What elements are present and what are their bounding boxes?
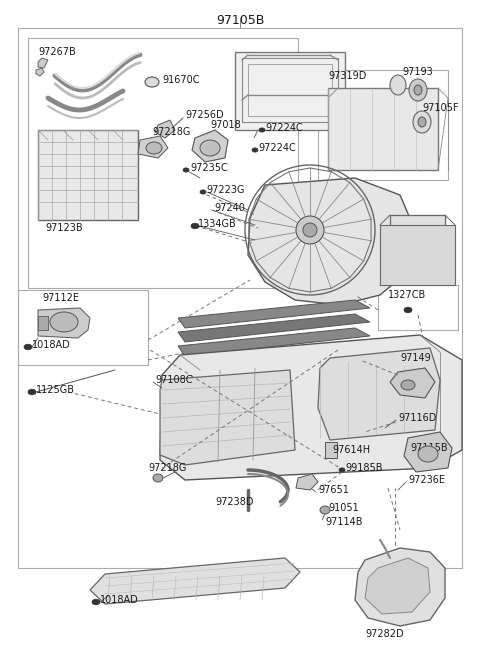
Bar <box>390 215 445 275</box>
Text: 97282D: 97282D <box>366 629 404 639</box>
Ellipse shape <box>418 446 438 462</box>
Text: 97018: 97018 <box>210 120 241 130</box>
Text: 97114B: 97114B <box>325 517 362 527</box>
Text: 1125GB: 1125GB <box>36 385 75 395</box>
Ellipse shape <box>92 599 100 605</box>
Text: 97115B: 97115B <box>410 443 448 453</box>
Ellipse shape <box>259 128 265 132</box>
Text: 97224C: 97224C <box>258 143 296 153</box>
Text: 97149: 97149 <box>400 353 431 363</box>
Text: 1327CB: 1327CB <box>388 290 426 300</box>
Text: 97218G: 97218G <box>152 127 191 137</box>
Text: 91051: 91051 <box>328 503 359 513</box>
Ellipse shape <box>303 223 317 237</box>
Polygon shape <box>248 178 415 305</box>
Ellipse shape <box>339 468 345 472</box>
Ellipse shape <box>28 389 36 395</box>
Polygon shape <box>390 368 435 398</box>
Text: 97651: 97651 <box>318 485 349 495</box>
Text: 97223G: 97223G <box>206 185 244 195</box>
Bar <box>325 442 337 458</box>
Text: 1018AD: 1018AD <box>100 595 139 605</box>
Polygon shape <box>160 335 462 480</box>
Bar <box>378 285 458 330</box>
Text: 97267B: 97267B <box>38 47 76 57</box>
Text: 97108C: 97108C <box>155 375 192 385</box>
Text: 97238D: 97238D <box>215 497 253 507</box>
Text: 97116D: 97116D <box>398 413 436 423</box>
Ellipse shape <box>252 148 258 152</box>
Ellipse shape <box>146 142 162 154</box>
Bar <box>242 58 338 122</box>
Polygon shape <box>90 558 300 604</box>
Polygon shape <box>178 300 370 328</box>
Text: 97240: 97240 <box>214 203 245 213</box>
Polygon shape <box>318 348 440 440</box>
Polygon shape <box>404 432 452 472</box>
Ellipse shape <box>145 77 159 87</box>
Ellipse shape <box>24 344 32 350</box>
Text: 91670C: 91670C <box>162 75 200 85</box>
Text: 97224C: 97224C <box>265 123 303 133</box>
Text: 97112E: 97112E <box>42 293 79 303</box>
Polygon shape <box>38 308 90 338</box>
Text: 99185B: 99185B <box>345 463 383 473</box>
Polygon shape <box>38 58 48 68</box>
Ellipse shape <box>200 190 206 194</box>
Ellipse shape <box>296 216 324 244</box>
Text: 97256D: 97256D <box>185 110 224 120</box>
Bar <box>380 225 455 285</box>
Text: 97236E: 97236E <box>408 475 445 485</box>
Ellipse shape <box>404 307 412 313</box>
Ellipse shape <box>413 111 431 133</box>
Polygon shape <box>178 328 370 356</box>
Polygon shape <box>160 370 295 465</box>
Ellipse shape <box>418 117 426 127</box>
Ellipse shape <box>409 79 427 101</box>
Ellipse shape <box>401 380 415 390</box>
Polygon shape <box>192 130 228 162</box>
Ellipse shape <box>183 168 189 172</box>
Bar <box>38 130 138 220</box>
Polygon shape <box>155 120 175 138</box>
Ellipse shape <box>390 75 406 95</box>
Bar <box>318 70 448 180</box>
Polygon shape <box>36 68 44 76</box>
Text: 97614H: 97614H <box>332 445 370 455</box>
Text: 97235C: 97235C <box>190 163 228 173</box>
Text: 97105F: 97105F <box>422 103 458 113</box>
Bar <box>248 64 332 116</box>
Bar <box>28 38 298 288</box>
Text: 1018AD: 1018AD <box>32 340 71 350</box>
Text: 97123B: 97123B <box>45 223 83 233</box>
Polygon shape <box>328 88 438 170</box>
Ellipse shape <box>320 506 330 514</box>
Ellipse shape <box>153 474 163 482</box>
Ellipse shape <box>414 85 422 95</box>
Text: 97218G: 97218G <box>148 463 186 473</box>
Bar <box>18 28 462 568</box>
Polygon shape <box>355 548 445 626</box>
Polygon shape <box>296 474 318 490</box>
Bar <box>18 290 148 365</box>
Ellipse shape <box>191 223 199 229</box>
Polygon shape <box>365 558 430 614</box>
Text: 97193: 97193 <box>402 67 433 77</box>
Text: 1334GB: 1334GB <box>198 219 237 229</box>
Ellipse shape <box>50 312 78 332</box>
Bar <box>38 316 48 330</box>
Text: 97105B: 97105B <box>216 14 264 27</box>
Polygon shape <box>138 136 168 158</box>
Polygon shape <box>178 314 370 342</box>
Ellipse shape <box>200 140 220 156</box>
Text: 97319D: 97319D <box>328 71 366 81</box>
Bar <box>235 52 345 130</box>
